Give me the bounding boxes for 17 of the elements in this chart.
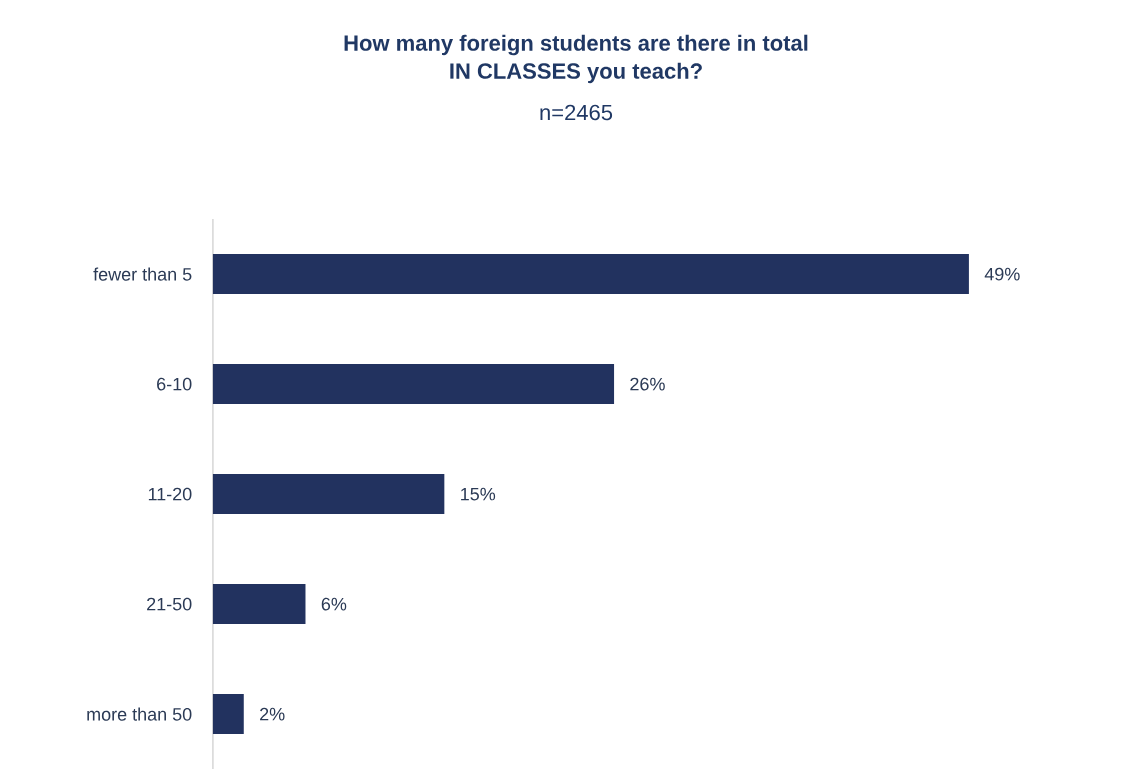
y-tick-label: fewer than 5 xyxy=(93,267,192,281)
bar xyxy=(212,254,969,295)
chart-title: How many foreign students are there in total IN CLASSES you teach? xyxy=(344,34,808,84)
bar xyxy=(212,364,615,405)
bar xyxy=(212,474,445,515)
y-tick-label: 6-10 xyxy=(157,377,192,391)
data-label: 26% xyxy=(630,377,665,391)
y-tick-label: 11-20 xyxy=(148,487,192,501)
data-label: 2% xyxy=(260,707,285,721)
data-label: 49% xyxy=(984,267,1020,281)
bar xyxy=(212,584,306,625)
bar xyxy=(212,694,244,735)
chart-subtitle: n=2465 xyxy=(540,104,613,121)
data-label: 6% xyxy=(321,597,347,611)
data-label: 15% xyxy=(461,487,496,501)
y-tick-label: more than 50 xyxy=(87,707,192,721)
y-tick-label: 21-50 xyxy=(147,597,192,611)
